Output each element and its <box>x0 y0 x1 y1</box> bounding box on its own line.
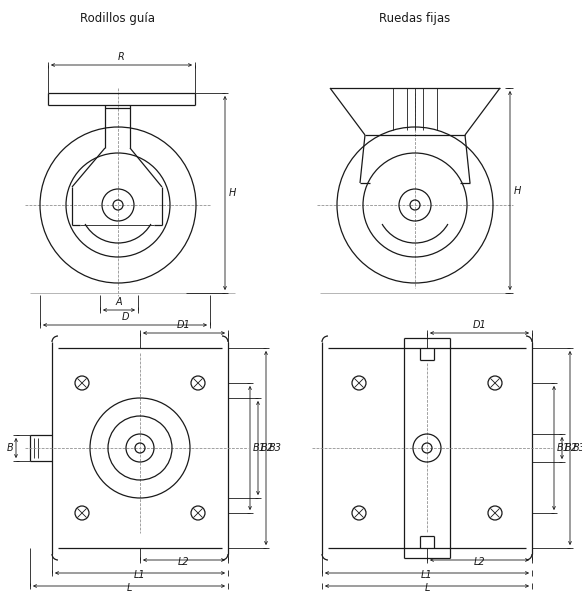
Text: B: B <box>6 443 13 453</box>
Text: B3: B3 <box>269 443 282 453</box>
Text: B2: B2 <box>261 443 274 453</box>
Text: Rodillos guía: Rodillos guía <box>80 12 155 25</box>
Text: D1: D1 <box>177 320 191 330</box>
Text: L1: L1 <box>421 570 433 580</box>
Text: B2: B2 <box>565 443 578 453</box>
Text: B3: B3 <box>573 443 582 453</box>
Text: H: H <box>229 188 236 198</box>
Text: D: D <box>121 312 129 322</box>
Text: B1: B1 <box>557 443 570 453</box>
Text: H: H <box>514 185 521 196</box>
Text: R: R <box>118 52 125 62</box>
Text: L2: L2 <box>178 557 190 567</box>
Text: L: L <box>424 583 430 593</box>
Text: B1: B1 <box>253 443 266 453</box>
Text: L: L <box>126 583 132 593</box>
Text: D1: D1 <box>473 320 487 330</box>
Text: A: A <box>116 297 122 307</box>
Text: L2: L2 <box>474 557 485 567</box>
Text: L1: L1 <box>134 570 146 580</box>
Text: Ruedas fijas: Ruedas fijas <box>379 12 450 25</box>
